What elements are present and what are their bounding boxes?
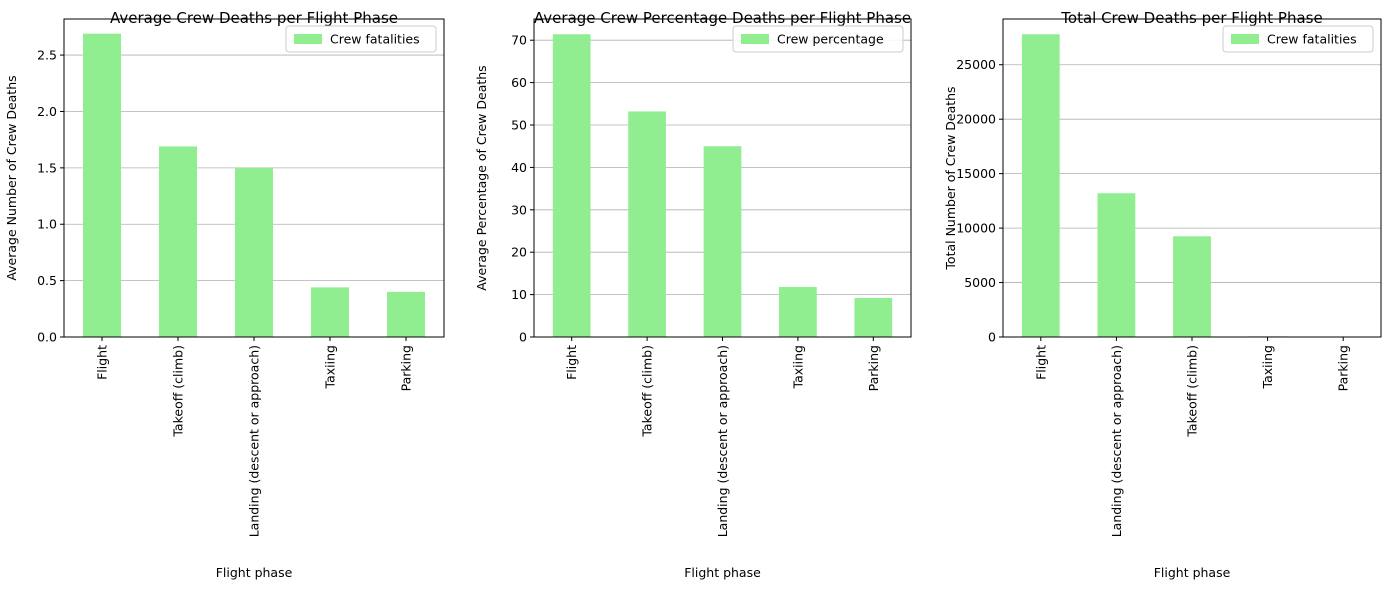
y-tick-label: 20 <box>511 245 527 260</box>
y-tick-label: 30 <box>511 202 527 217</box>
x-tick-label: Landing (descent or approach) <box>247 345 262 537</box>
y-tick-label: 10 <box>511 287 527 302</box>
y-tick-label: 10000 <box>956 221 996 236</box>
y-tick-label: 2.5 <box>37 48 57 63</box>
y-tick-label: 2.0 <box>37 104 57 119</box>
y-tick-label: 60 <box>511 75 527 90</box>
chart-panel-3: 0 5000 10000 15000 20000 25000 Flight Landing (… <box>943 9 1382 580</box>
legend-label: Crew fatalities <box>330 32 420 47</box>
bar <box>159 146 197 337</box>
bar <box>235 167 273 337</box>
bar <box>1097 193 1136 337</box>
x-tick-label: Taxiing <box>790 345 805 389</box>
bar <box>552 34 591 337</box>
y-tick-label: 1.5 <box>37 160 57 175</box>
x-tick-label: Parking <box>399 345 414 391</box>
x-tick-label: Taxiing <box>1260 345 1275 389</box>
y-tick-label: 25000 <box>956 57 996 72</box>
bar <box>703 146 742 337</box>
y-tick-label: 0.0 <box>37 330 57 345</box>
legend-box <box>1222 25 1374 53</box>
bar <box>1021 34 1060 337</box>
y-tick-label: 0 <box>988 330 996 345</box>
bar <box>387 291 425 337</box>
y-tick-label: 40 <box>511 160 527 175</box>
x-tick-label: Takeoff (climb) <box>1185 345 1200 438</box>
y-tick-label: 20000 <box>956 112 996 127</box>
chart-title: Total Crew Deaths per Flight Phase <box>1060 9 1322 27</box>
y-tick-label: 1.0 <box>37 217 57 232</box>
chart-title: Average Crew Deaths per Flight Phase <box>110 9 398 27</box>
y-tick-label: 15000 <box>956 166 996 181</box>
x-tick-label: Parking <box>866 345 881 391</box>
x-axis-label: Flight phase <box>684 565 761 580</box>
chart-panel-2: 0 10 20 30 40 50 60 70 Flight Takeoff (climb) Land… <box>474 9 912 580</box>
y-axis-label: Total Number of Crew Deaths <box>943 86 958 270</box>
chart-panel-1: 0.0 0.5 1.0 1.5 2.0 2.5 Flight Takeoff (climb) L… <box>4 9 445 580</box>
y-tick-label: 50 <box>511 118 527 133</box>
x-tick-label: Flight <box>95 345 110 380</box>
x-tick-label: Landing (descent or approach) <box>1109 345 1124 537</box>
legend-swatch <box>741 34 769 44</box>
y-axis-label: Average Percentage of Crew Deaths <box>474 65 489 290</box>
legend-swatch <box>294 34 322 44</box>
x-tick-label: Takeoff (climb) <box>640 345 655 438</box>
x-axis-label: Flight phase <box>1154 565 1231 580</box>
legend-label: Crew percentage <box>777 32 884 47</box>
bar <box>83 33 121 337</box>
x-tick-label: Flight <box>564 345 579 380</box>
x-tick-label: Flight <box>1033 345 1048 380</box>
x-tick-label: Taxiing <box>323 345 338 389</box>
legend-box <box>285 25 437 53</box>
y-tick-label: 70 <box>511 33 527 48</box>
chart-title: Average Crew Percentage Deaths per Fligh… <box>534 9 911 27</box>
x-tick-label: Takeoff (climb) <box>171 345 186 438</box>
y-tick-label: 0.5 <box>37 273 57 288</box>
y-tick-label: 0 <box>519 330 527 345</box>
y-tick-label: 5000 <box>964 275 996 290</box>
legend-box <box>732 25 904 53</box>
bar <box>854 297 893 337</box>
x-axis-label: Flight phase <box>216 565 293 580</box>
y-axis-label: Average Number of Crew Deaths <box>4 75 19 280</box>
x-tick-label: Landing (descent or approach) <box>715 345 730 537</box>
bar <box>628 111 666 337</box>
bar <box>311 287 349 337</box>
x-tick-label: Parking <box>1336 345 1351 391</box>
bar <box>1173 236 1211 337</box>
legend-swatch <box>1231 34 1259 44</box>
legend-label: Crew fatalities <box>1267 32 1357 47</box>
bar <box>779 286 817 337</box>
